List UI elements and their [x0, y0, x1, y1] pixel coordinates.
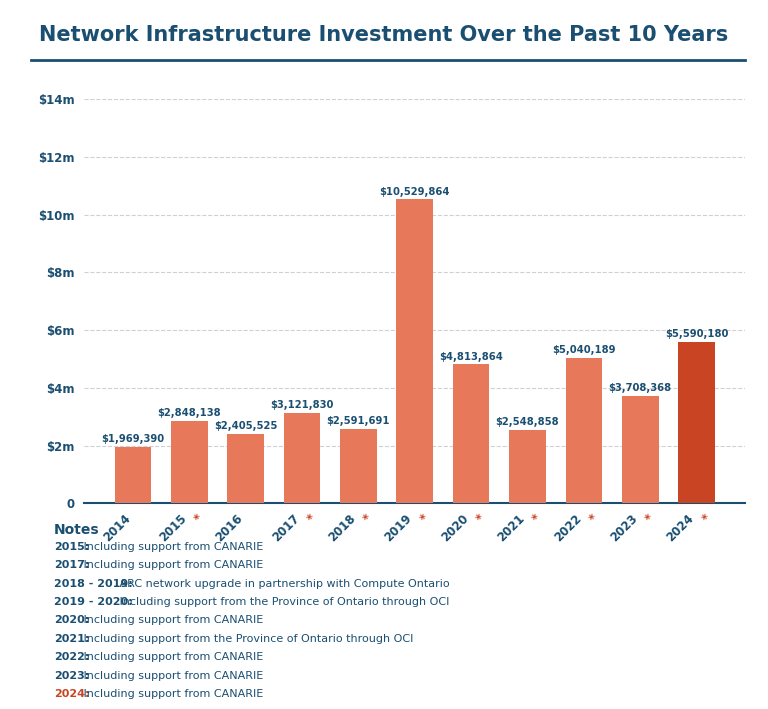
Text: 2020:: 2020:: [54, 615, 89, 625]
Text: *: *: [530, 512, 544, 525]
Text: 2015: 2015: [157, 512, 189, 544]
Text: 2017: 2017: [270, 512, 302, 544]
Text: 2023: 2023: [608, 512, 641, 544]
Text: Notes: Notes: [54, 523, 99, 537]
Text: 2024:: 2024:: [54, 689, 89, 699]
Bar: [283, 413, 320, 503]
Text: Including support from the Province of Ontario through OCI: Including support from the Province of O…: [80, 634, 413, 644]
Text: *: *: [305, 512, 319, 525]
Text: 2018: 2018: [326, 512, 359, 544]
Text: $2,548,858: $2,548,858: [495, 417, 559, 427]
Text: *: *: [418, 512, 431, 525]
Text: Including support from CANARIE: Including support from CANARIE: [80, 542, 263, 552]
Text: 2019: 2019: [382, 512, 415, 544]
Text: *: *: [361, 512, 375, 525]
Text: $2,591,691: $2,591,691: [326, 415, 390, 425]
Text: Including support from CANARIE: Including support from CANARIE: [80, 560, 263, 570]
Text: *: *: [700, 512, 713, 525]
Text: *: *: [474, 512, 488, 525]
Text: 2014: 2014: [101, 512, 133, 544]
Bar: [453, 364, 489, 503]
Bar: [171, 421, 207, 503]
Bar: [114, 447, 151, 503]
Text: 2015:: 2015:: [54, 542, 89, 552]
Text: *: *: [643, 512, 657, 525]
Text: $2,405,525: $2,405,525: [214, 421, 277, 431]
Bar: [227, 434, 264, 503]
Text: Including support from CANARIE: Including support from CANARIE: [80, 652, 263, 662]
Bar: [340, 428, 376, 503]
Text: Including support from CANARIE: Including support from CANARIE: [80, 689, 263, 699]
Text: 2020: 2020: [439, 512, 471, 544]
Text: $10,529,864: $10,529,864: [379, 186, 450, 196]
Text: $2,848,138: $2,848,138: [157, 408, 221, 418]
Text: 2023:: 2023:: [54, 671, 89, 681]
Text: 2021: 2021: [495, 512, 528, 544]
Text: *: *: [192, 512, 206, 525]
Text: Including support from CANARIE: Including support from CANARIE: [80, 615, 263, 625]
Text: 2022:: 2022:: [54, 652, 89, 662]
Text: Including support from CANARIE: Including support from CANARIE: [80, 671, 263, 681]
Text: Network Infrastructure Investment Over the Past 10 Years: Network Infrastructure Investment Over t…: [39, 25, 729, 45]
Text: 2018 - 2019:: 2018 - 2019:: [54, 579, 133, 588]
Text: 2019 - 2020:: 2019 - 2020:: [54, 597, 132, 607]
Text: 2021:: 2021:: [54, 634, 89, 644]
Text: $3,121,830: $3,121,830: [270, 401, 333, 411]
Bar: [678, 342, 715, 503]
Text: 2022: 2022: [551, 512, 584, 544]
Text: $4,813,864: $4,813,864: [439, 352, 503, 362]
Bar: [396, 199, 433, 503]
Text: Including support from the Province of Ontario through OCI: Including support from the Province of O…: [117, 597, 450, 607]
Bar: [565, 358, 602, 503]
Text: $5,590,180: $5,590,180: [665, 329, 728, 339]
Text: *: *: [587, 512, 601, 525]
Text: $3,708,368: $3,708,368: [609, 384, 672, 393]
Text: 2024: 2024: [664, 512, 697, 544]
Text: $5,040,189: $5,040,189: [552, 345, 616, 355]
Text: $1,969,390: $1,969,390: [101, 434, 164, 444]
Text: 2017:: 2017:: [54, 560, 89, 570]
Text: ARC network upgrade in partnership with Compute Ontario: ARC network upgrade in partnership with …: [117, 579, 450, 588]
Bar: [622, 396, 658, 503]
Bar: [509, 430, 546, 503]
Text: 2016: 2016: [214, 512, 246, 544]
